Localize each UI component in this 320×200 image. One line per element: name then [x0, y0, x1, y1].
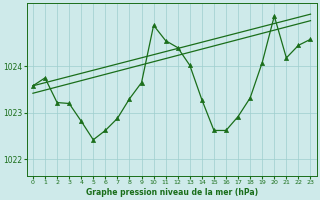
X-axis label: Graphe pression niveau de la mer (hPa): Graphe pression niveau de la mer (hPa) — [86, 188, 258, 197]
